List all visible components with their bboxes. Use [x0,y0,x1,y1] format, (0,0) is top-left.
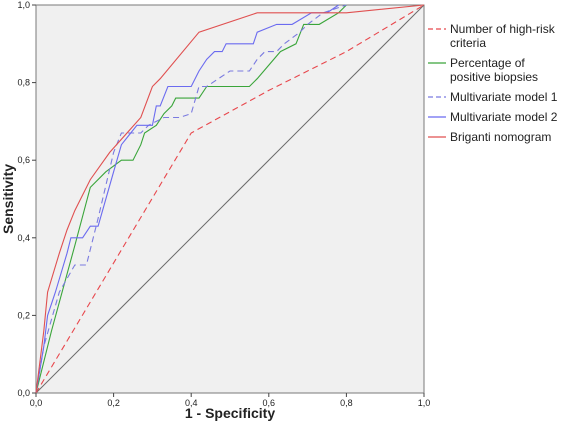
legend-label-5: Briganti nomogram [450,130,551,144]
y-axis-ticks: 0,0 0,2 0,4 0,6 0,8 1,0 [17,0,36,398]
legend-label-3: Multivariate model 1 [450,90,558,104]
legend-label-1: Number of high-risk criteria [450,22,556,50]
y-tick-label: 1,0 [17,0,30,10]
y-tick-label: 0,4 [17,233,30,243]
reference-diagonal [35,4,425,394]
y-tick-label: 0,2 [17,310,30,320]
legend-label-4: Multivariate model 2 [450,110,558,124]
x-tick-label: 0,4 [185,398,198,408]
x-tick-label: 0,6 [263,398,276,408]
series-line-4 [35,4,339,394]
x-tick-label: 1,0 [418,398,431,408]
series-line-1 [35,4,425,394]
x-tick-label: 0,0 [30,398,43,408]
series-line-5 [35,4,425,394]
x-tick-label: 0,2 [107,398,120,408]
y-tick-label: 0,6 [17,155,30,165]
series-line-2 [35,4,347,394]
legend-label-2: Percentage of positive biopsies [450,56,538,84]
y-axis-label: Sensitivity [0,164,16,234]
series-layer [35,4,425,394]
x-axis-ticks: 0,0 0,2 0,4 0,6 0,8 1,0 [30,393,431,408]
y-tick-label: 0,8 [17,78,30,88]
y-tick-label: 0,0 [17,388,30,398]
legend: Number of high-risk criteria Percentage of… [428,22,558,144]
x-axis-label: 1 - Specificity [185,405,275,421]
x-tick-label: 0,8 [340,398,353,408]
